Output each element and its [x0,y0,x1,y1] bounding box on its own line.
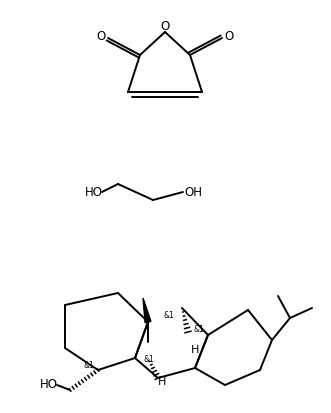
Text: HO: HO [85,185,103,199]
Text: HO: HO [40,378,58,392]
Text: &1: &1 [143,356,154,365]
Text: &1: &1 [163,311,174,320]
Polygon shape [143,298,151,323]
Text: O: O [96,29,106,43]
Text: O: O [224,29,234,43]
Text: O: O [161,21,169,33]
Text: H: H [191,345,199,355]
Text: &1: &1 [193,325,204,335]
Text: H: H [158,377,166,387]
Text: &1: &1 [83,361,94,370]
Text: OH: OH [184,185,202,199]
